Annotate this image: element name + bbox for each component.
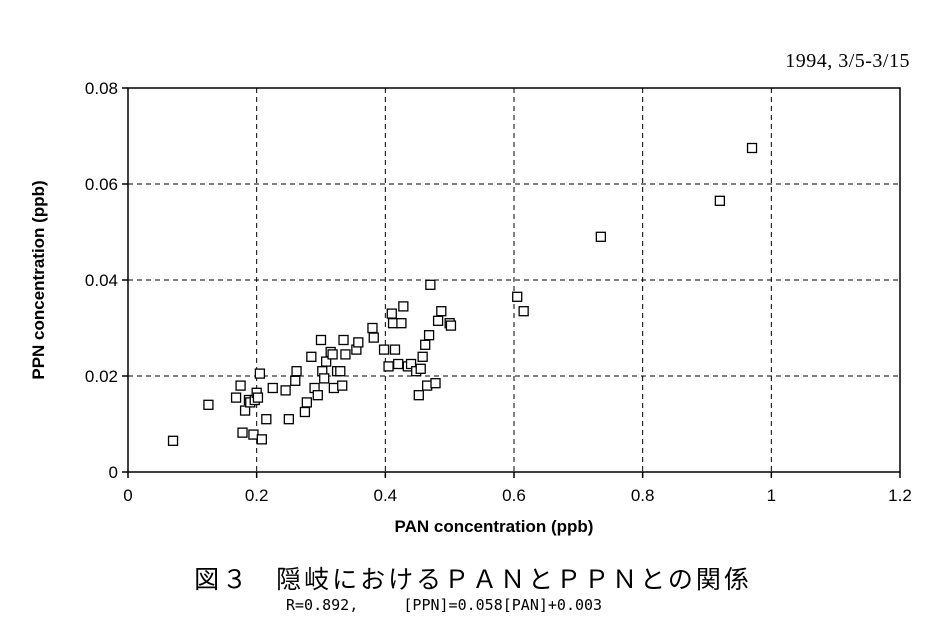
data-point bbox=[386, 308, 397, 319]
data-point bbox=[203, 399, 214, 410]
scatter-plot: 0 0.2 0.4 0.6 0.8 1 1.2 0 0.02 0.04 0.06 0.08 PAN … bbox=[29, 79, 912, 536]
data-point bbox=[235, 380, 246, 391]
data-point bbox=[367, 322, 378, 334]
data-point bbox=[378, 344, 390, 355]
data-point bbox=[167, 435, 179, 446]
y-tick-label: 0.06 bbox=[85, 175, 118, 194]
data-point bbox=[280, 385, 291, 396]
data-point bbox=[327, 349, 338, 360]
data-point bbox=[335, 366, 346, 377]
data-points bbox=[167, 142, 758, 446]
data-point bbox=[421, 380, 433, 391]
data-point bbox=[337, 380, 348, 391]
data-point bbox=[518, 306, 529, 317]
y-tick-label: 0.02 bbox=[85, 367, 118, 386]
y-tick-label: 0.04 bbox=[85, 271, 118, 290]
data-point bbox=[328, 382, 340, 394]
regression-formula: R=0.892, [PPN]=0.058[PAN]+0.003 bbox=[286, 596, 603, 614]
x-tick-marks bbox=[127, 472, 901, 478]
data-point bbox=[252, 392, 264, 403]
data-point bbox=[312, 390, 323, 401]
x-tick-label: 0 bbox=[123, 486, 132, 505]
data-point bbox=[248, 429, 259, 440]
data-point bbox=[430, 378, 441, 389]
figure-number: 図３ bbox=[194, 565, 251, 594]
data-point bbox=[417, 351, 428, 362]
data-point bbox=[299, 406, 311, 418]
data-point bbox=[389, 344, 401, 355]
data-point bbox=[393, 358, 404, 370]
data-point bbox=[387, 318, 399, 329]
x-tick-label: 0.8 bbox=[631, 486, 655, 505]
data-point bbox=[425, 279, 436, 290]
data-point bbox=[415, 363, 426, 374]
figure-title: 隠岐におけるＰＡＮとＰＰＮとの関係 bbox=[276, 565, 752, 594]
data-point bbox=[432, 315, 444, 326]
data-point bbox=[368, 332, 379, 343]
data-point bbox=[398, 301, 409, 312]
date-range-label: 1994, 3/5-3/15 bbox=[785, 50, 910, 72]
data-point bbox=[423, 330, 435, 341]
data-point bbox=[306, 351, 317, 362]
y-tick-labels: 0 0.02 0.04 0.06 0.08 bbox=[85, 79, 118, 482]
data-point bbox=[340, 349, 351, 360]
data-point bbox=[291, 366, 302, 377]
data-point bbox=[396, 318, 407, 329]
data-point bbox=[256, 434, 267, 445]
data-point bbox=[714, 195, 726, 206]
data-point bbox=[413, 390, 424, 401]
data-point bbox=[254, 368, 266, 379]
data-point bbox=[512, 291, 523, 302]
data-point bbox=[237, 427, 248, 438]
data-point bbox=[301, 397, 312, 408]
data-point bbox=[353, 337, 364, 348]
x-tick-label: 1.2 bbox=[888, 486, 912, 505]
x-axis-label: PAN concentration (ppb) bbox=[395, 517, 594, 536]
data-point bbox=[315, 334, 327, 346]
figure-caption: 図３ 隠岐におけるＰＡＮとＰＰＮとの関係 bbox=[0, 560, 946, 596]
x-tick-label: 0.2 bbox=[245, 486, 269, 505]
y-axis-label: PPN concentration (ppb) bbox=[29, 180, 48, 379]
x-tick-labels: 0 0.2 0.4 0.6 0.8 1 1.2 bbox=[123, 486, 912, 505]
y-tick-label: 0.08 bbox=[85, 79, 118, 98]
data-point bbox=[267, 382, 278, 394]
x-tick-label: 0.6 bbox=[502, 486, 526, 505]
data-point bbox=[383, 361, 394, 372]
data-point bbox=[261, 414, 272, 425]
data-point bbox=[290, 375, 301, 386]
data-point bbox=[436, 306, 447, 317]
data-point bbox=[746, 142, 758, 154]
data-point bbox=[595, 231, 606, 242]
y-tick-label: 0 bbox=[109, 463, 118, 482]
data-point bbox=[445, 320, 457, 331]
x-tick-label: 0.4 bbox=[374, 486, 398, 505]
data-point bbox=[230, 392, 242, 403]
y-tick-marks bbox=[122, 87, 128, 473]
data-point bbox=[283, 414, 294, 425]
x-tick-label: 1 bbox=[767, 486, 776, 505]
data-point bbox=[338, 334, 349, 346]
data-point bbox=[319, 373, 330, 384]
data-point bbox=[420, 339, 431, 350]
